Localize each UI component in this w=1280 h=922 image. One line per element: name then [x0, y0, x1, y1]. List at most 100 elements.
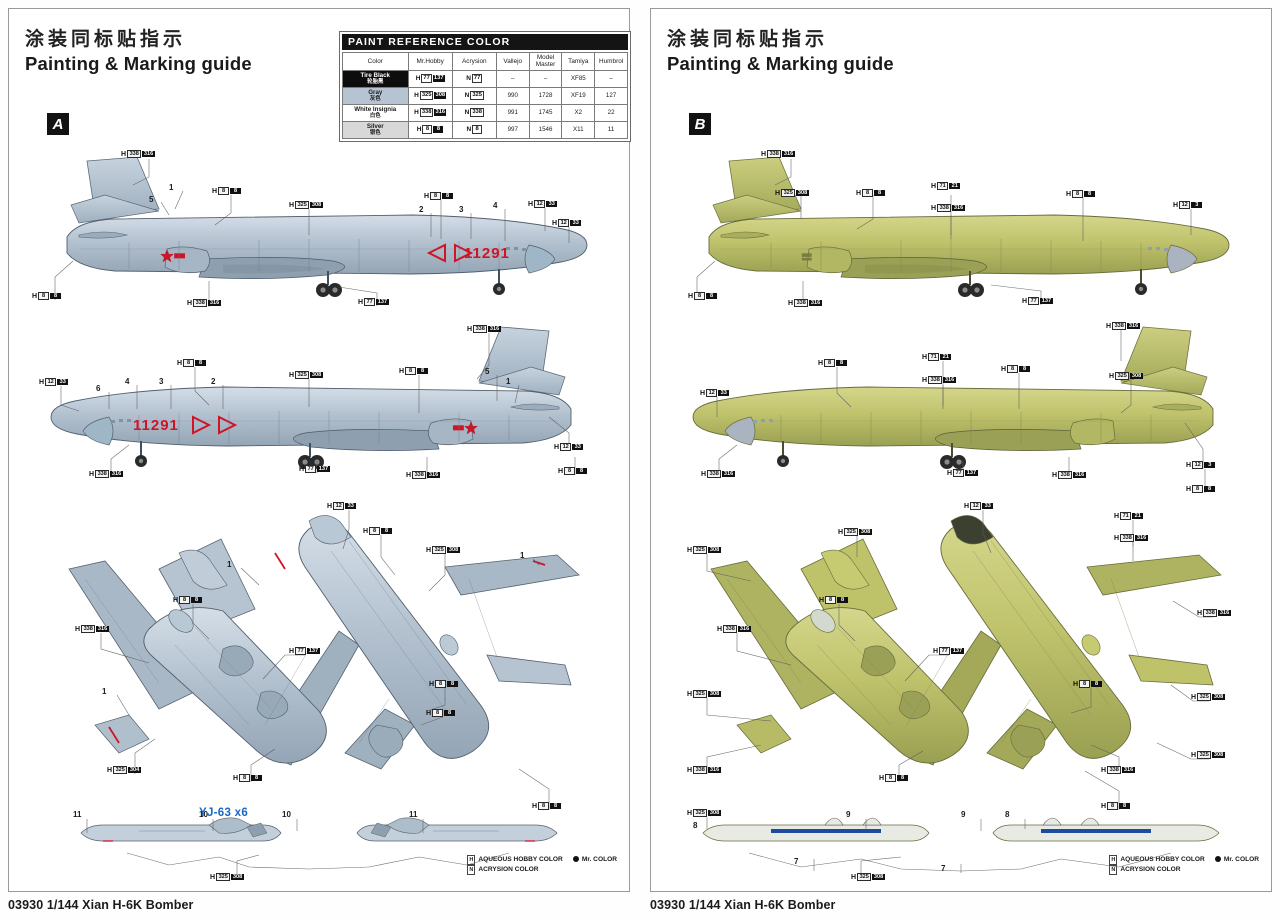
paint-reference-table-a: PAINT REFERENCE COLOR Color Mr.Hobby Acrys…	[339, 31, 631, 142]
side-view-bottom-b	[692, 326, 1214, 469]
paint-code-acrysion: N 325	[451, 86, 497, 105]
decal-number-11: 11	[409, 810, 418, 819]
legend-mrcolor-b: Mr. COLOR	[1223, 855, 1259, 863]
decal-number-9: 9	[846, 810, 851, 819]
paint-callout-H12-33: H 12 33	[700, 389, 730, 397]
side-view-top-a	[66, 156, 588, 297]
paint-callout-H338-316: H 338 316	[1114, 534, 1148, 542]
decal-number-2: 2	[211, 377, 216, 386]
decal-number-7: 7	[794, 857, 799, 866]
title-english-b: Painting & Marking guide	[667, 52, 894, 74]
mr-color-dot-icon-b	[1214, 856, 1221, 863]
decal-number-4: 4	[125, 377, 130, 386]
paint-callout-H71-21: H 71 21	[1114, 512, 1144, 520]
fuselage-serial-a-top: 11291	[464, 245, 510, 262]
decal-number-5: 5	[149, 195, 154, 204]
footer-kit-info-a: 03930 1/144 Xian H-6K Bomber	[8, 898, 194, 912]
paint-callout-H338-316: H 338 316	[931, 204, 965, 212]
paint-callout-H325-308: H 325 308	[851, 873, 885, 881]
paint-callout-H12-33: H 12 33	[39, 378, 69, 386]
legend-mrcolor-a: Mr. COLOR	[581, 855, 617, 863]
paint-callout-H325-308: H 325 308	[838, 528, 872, 536]
paint-callout-H12-33: H 12 33	[327, 502, 357, 510]
paint-callout-H12-33: H 12 33	[528, 200, 558, 208]
paint-code-acrysion: N 77	[451, 69, 497, 88]
legend-aqueous-a: AQUEOUS HOBBY COLOR	[478, 855, 563, 863]
paint-callout-H338-316: H 338 316	[187, 299, 221, 307]
scheme-b-artwork	[651, 9, 1271, 891]
paint-callout-H325-308: H 325 308	[426, 546, 460, 554]
perspective-view-a-left	[68, 538, 360, 766]
paint-callout-H77-137: H 77 137	[1022, 297, 1053, 305]
paint-row: Gray 灰色 H 325 308 N 325 990 1728 XF19 127	[342, 86, 628, 105]
perspective-view-a-right	[298, 515, 580, 770]
paint-code-mrhobby: H 325 308	[407, 86, 453, 105]
decal-number-6: 6	[96, 384, 101, 393]
paint-callout-H325-304: H 325 304	[107, 766, 141, 774]
paint-code-mrhobby: H 77 137	[407, 69, 453, 88]
paint-callout-H12-33: H 12 33	[552, 219, 582, 227]
paint-callout-H338-316: H 338 316	[1052, 471, 1086, 479]
paint-table-header-a: Color Mr.Hobby Acrysion Vallejo Model Master…	[342, 52, 628, 71]
side-view-bottom-a	[50, 326, 572, 469]
side-view-top-b	[708, 156, 1230, 297]
paint-code-humbrol: 11	[594, 120, 628, 139]
paint-callout-H338-316: H 338 316	[1101, 766, 1135, 774]
decal-number-11: 11	[73, 810, 82, 819]
paint-row: Silver 银色 H 8 8 N 8 997 1546 X11 11	[342, 120, 628, 139]
paint-callout-H77-137: H 77 137	[358, 298, 389, 306]
legend-acrysion-b: ACRYSION COLOR	[1120, 865, 1181, 873]
perspective-view-b-left	[710, 538, 1002, 766]
decal-number-10: 10	[282, 810, 291, 819]
decal-number-5: 5	[485, 367, 490, 376]
paint-swatch-tire-black: Tire Black 轮胎黑	[342, 69, 409, 88]
paint-callout-H338-316: H 338 316	[467, 325, 501, 333]
panel-b-title-block: 涂装同标贴指示 Painting & Marking guide	[667, 29, 894, 75]
decal-number-7: 7	[941, 864, 946, 873]
decal-number-1: 1	[169, 183, 174, 192]
legend-aqueous-b: AQUEOUS HOBBY COLOR	[1120, 855, 1205, 863]
paint-callout-H338-316: H 338 316	[1197, 609, 1231, 617]
fuselage-serial-a-bottom: 11291	[133, 417, 179, 434]
decal-number-2: 2	[419, 205, 424, 214]
paint-callout-H12-3: H 12 3	[1186, 461, 1216, 469]
paint-callout-H325-308: H 325 308	[1109, 372, 1143, 380]
variant-badge-b: B	[689, 113, 711, 135]
title-chinese: 涂装同标贴指示	[25, 29, 187, 50]
paint-callout-H338-316: H 338 316	[717, 625, 751, 633]
legend-prefix-n-a: N	[467, 864, 476, 875]
legend-prefix-h-a: H	[467, 854, 476, 865]
decal-number-1: 1	[227, 560, 232, 569]
legend-acrysion-a: ACRYSION COLOR	[478, 865, 539, 873]
weapon-label-a: YJ-63 x6	[199, 807, 249, 819]
landing-gear-b1	[958, 269, 1147, 297]
paint-table-title-a: PAINT REFERENCE COLOR	[342, 34, 628, 50]
paint-callout-H12-33: H 12 33	[964, 502, 994, 510]
paint-callout-H325-308: H 325 308	[687, 690, 721, 698]
title-english: Painting & Marking guide	[25, 52, 252, 74]
paint-callout-H71-21: H 71 21	[922, 353, 952, 361]
paint-callout-H12-3: H 12 3	[1173, 201, 1203, 209]
perspective-view-b-right	[940, 515, 1222, 770]
paint-swatch-silver: Silver 银色	[342, 120, 409, 139]
landing-gear-a1	[316, 269, 505, 297]
legend-prefix-h-b: H	[1109, 854, 1118, 865]
paint-table-body-a: Tire Black 轮胎黑 H 77 137 N 77– – XF85– Gray 灰色 H 325 3…	[342, 69, 628, 139]
paint-callout-H77-137: H 77 137	[299, 465, 330, 473]
